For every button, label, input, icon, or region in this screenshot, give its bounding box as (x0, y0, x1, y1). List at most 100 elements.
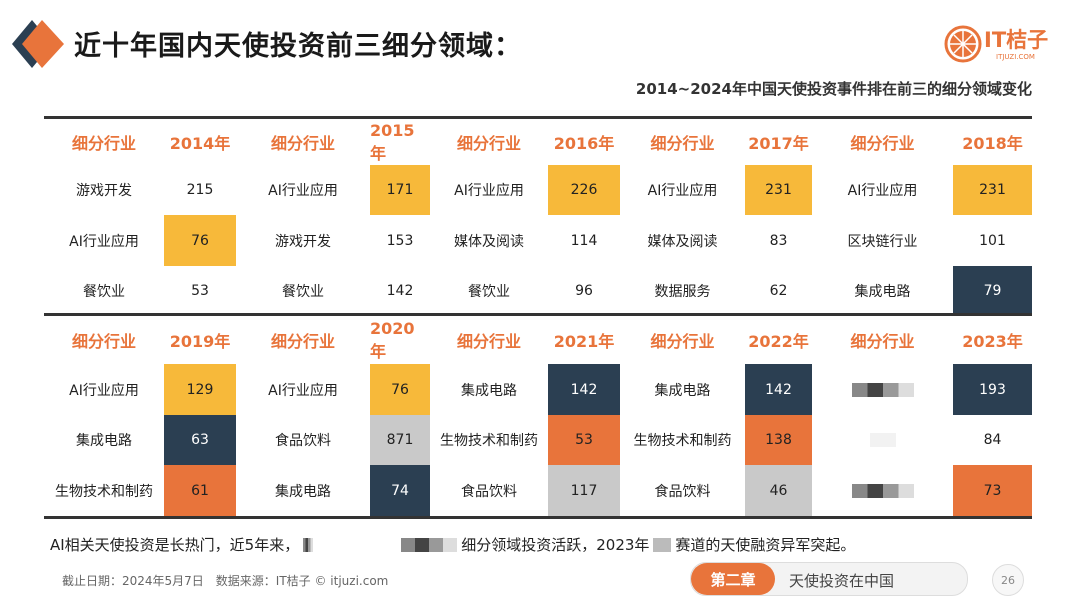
label-header: 细分行业 (270, 332, 335, 351)
segment-value: 46 (745, 465, 812, 516)
table-bottom: 细分行业 2019年 AI行业应用 129 集成电路 63 生物技术和制药 61 细分行业 202… (44, 316, 1032, 516)
segment-label: 食品饮料 (461, 483, 517, 500)
segment-label: AI行业应用 (69, 233, 139, 250)
label-header: 细分行业 (650, 332, 715, 351)
segment-label: 生物技术和制药 (440, 433, 538, 449)
segment-label: AI行业应用 (647, 183, 718, 199)
redacted-block (401, 537, 458, 552)
year-header: 2015年 (370, 120, 415, 163)
segment-value: 117 (548, 465, 620, 516)
year-header: 2022年 (748, 332, 809, 351)
top-rule (44, 116, 1032, 119)
segment-label: 生物技术和制药 (55, 483, 153, 500)
redacted-block (869, 433, 896, 447)
segment-value: 76 (370, 364, 430, 415)
segment-label: 集成电路 (654, 382, 711, 399)
segment-value: 79 (953, 266, 1032, 316)
segment-value: 53 (548, 415, 620, 465)
chapter-name: 天使投资在中国 (789, 572, 895, 590)
redacted-block (851, 382, 914, 397)
page-title: 近十年国内天使投资前三细分领域： (74, 31, 522, 62)
segment-value: 142 (548, 364, 620, 415)
segment-label: 数据服务 (654, 284, 711, 300)
redacted-block (653, 537, 672, 552)
label-header: 细分行业 (650, 134, 715, 153)
segment-label (812, 364, 953, 415)
bottom-rule (44, 516, 1032, 519)
page-number: 26 (992, 564, 1024, 596)
segment-value: 83 (769, 232, 788, 249)
diamond-logo-icon (12, 20, 64, 68)
label-header: 细分行业 (71, 332, 136, 351)
segment-value: 62 (769, 283, 788, 299)
summary-note: AI相关天使投资是长热门，近5年来， 细分领域投资活跃，2023年 赛道的天使融… (50, 534, 855, 555)
year-header: 2019年 (169, 332, 231, 351)
logo-sub: ITJUZI.COM (996, 53, 1035, 61)
year-header: 2018年 (962, 134, 1023, 153)
segment-value: 129 (164, 364, 236, 415)
year-header: 2023年 (962, 332, 1023, 351)
orange-slice-icon (944, 25, 982, 63)
segment-value: 74 (370, 465, 430, 516)
segment-value: 73 (953, 465, 1032, 516)
year-header: 2020年 (370, 318, 415, 361)
segment-value: 63 (164, 415, 236, 465)
segment-label: 餐饮业 (282, 284, 324, 300)
chapter-badge: 第二章 (691, 563, 775, 595)
segment-label: AI行业应用 (268, 183, 338, 199)
segment-label: 集成电路 (275, 483, 331, 500)
segment-label: AI行业应用 (847, 183, 918, 199)
label-header: 细分行业 (850, 134, 915, 153)
segment-value: 53 (191, 283, 209, 299)
note-part-1: AI相关天使投资是长热门，近5年来， (50, 536, 300, 554)
segment-label: 集成电路 (76, 433, 132, 449)
label-header: 细分行业 (71, 134, 136, 153)
label-header: 细分行业 (850, 332, 915, 351)
segment-label: AI行业应用 (69, 382, 139, 399)
segment-label: 餐饮业 (468, 284, 510, 300)
segment-label (812, 415, 953, 465)
note-part-3: 赛道的天使融资异军突起。 (675, 536, 856, 554)
segment-value: 231 (953, 165, 1032, 215)
table-top: 细分行业 2014年 游戏开发 215 AI行业应用 76 餐饮业 53 细分行业 2015年 AI… (44, 119, 1032, 316)
table-subtitle: 2014~2024年中国天使投资事件排在前三的细分领域变化 (635, 80, 1032, 98)
year-header: 2014年 (169, 134, 231, 153)
label-header: 细分行业 (456, 332, 521, 351)
segment-label: 食品饮料 (275, 433, 331, 449)
segment-label: 游戏开发 (76, 183, 132, 199)
segment-value: 215 (186, 182, 214, 198)
segment-label (812, 465, 953, 516)
segment-value: 153 (386, 232, 414, 249)
segment-value: 138 (745, 415, 812, 465)
chapter-nav[interactable]: 第二章 天使投资在中国 (690, 562, 968, 596)
itjuzi-logo: IT桔子 ITJUZI.COM (944, 22, 1054, 66)
redacted-block (303, 537, 314, 552)
year-header: 2017年 (748, 134, 809, 153)
label-header: 细分行业 (270, 134, 335, 153)
segment-label: AI行业应用 (268, 382, 338, 399)
segment-value: 84 (983, 432, 1002, 448)
segment-label: 集成电路 (461, 382, 517, 399)
segment-value: 96 (575, 283, 593, 299)
year-header: 2021年 (553, 332, 615, 351)
segment-value: 114 (570, 232, 598, 249)
middle-rule (44, 313, 1032, 316)
segment-label: 生物技术和制药 (633, 433, 732, 449)
segment-value: 871 (370, 415, 430, 465)
segment-label: 区块链行业 (847, 233, 918, 250)
segment-value: 231 (745, 165, 812, 215)
segment-value: 193 (953, 364, 1032, 415)
note-part-2: 细分领域投资活跃，2023年 (461, 536, 650, 554)
segment-label: 食品饮料 (654, 483, 711, 500)
segment-value: 61 (164, 465, 236, 516)
segment-label: 游戏开发 (275, 233, 331, 250)
logo-text: IT桔子 (984, 28, 1049, 52)
segment-value: 226 (548, 165, 620, 215)
redacted-block (851, 483, 914, 498)
segment-value: 142 (386, 283, 414, 299)
label-header: 细分行业 (456, 134, 521, 153)
segment-label: AI行业应用 (454, 183, 524, 199)
year-header: 2016年 (553, 134, 615, 153)
segment-label: 媒体及阅读 (454, 233, 524, 250)
segment-value: 171 (370, 165, 430, 215)
